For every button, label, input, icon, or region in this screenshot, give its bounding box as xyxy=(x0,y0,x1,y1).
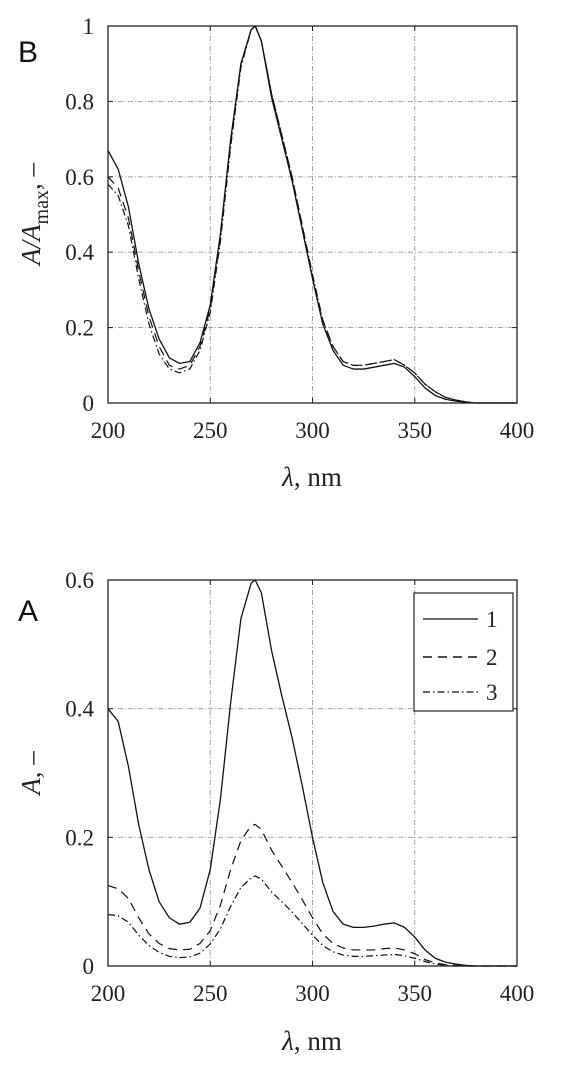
series-line-1 xyxy=(107,25,517,404)
panel-a-series xyxy=(107,579,517,967)
panel-a-ticks: 200 250 300 350 400 0 0.2 0.4 0.6 xyxy=(65,568,534,1006)
x-tick-label: 200 xyxy=(91,418,126,443)
legend-label-2: 2 xyxy=(486,645,498,670)
panel-a-xlabel: λ, nm xyxy=(281,1026,342,1056)
x-tick-label: 200 xyxy=(91,981,126,1006)
series-line-1 xyxy=(107,579,517,967)
y-tick-label: 0.2 xyxy=(65,825,94,850)
y-tick-label: 0.6 xyxy=(65,165,94,190)
panel-b-series xyxy=(107,25,517,404)
x-tick-label: 350 xyxy=(398,981,433,1006)
panel-b-xlabel: λ, nm xyxy=(281,462,342,492)
legend-label-3: 3 xyxy=(486,680,498,705)
panel-a-ylabel: A, – xyxy=(16,751,46,797)
series-line-2 xyxy=(107,823,517,967)
y-tick-label: 0.2 xyxy=(65,316,94,341)
legend-label-1: 1 xyxy=(486,607,498,632)
legend-box xyxy=(413,592,514,712)
x-tick-label: 400 xyxy=(500,981,535,1006)
panel-b-grid xyxy=(108,26,517,403)
x-tick-label: 250 xyxy=(193,981,228,1006)
panel-a-legend: 1 2 3 xyxy=(413,592,514,712)
series-line-2 xyxy=(107,25,517,404)
panel-b-ticks: 200 250 300 350 400 0 0.2 0.4 0.6 0.8 1 xyxy=(65,14,534,443)
panel-b-chart: 200 250 300 350 400 0 0.2 0.4 0.6 0.8 1 B λ, nm A/… xyxy=(16,14,534,492)
x-tick-label: 300 xyxy=(295,981,330,1006)
x-tick-label: 400 xyxy=(500,418,535,443)
panel-a-letter: A xyxy=(18,595,38,628)
y-tick-label: 0.4 xyxy=(65,240,94,265)
y-tick-label: 1 xyxy=(83,14,95,39)
y-tick-label: 0 xyxy=(83,954,95,979)
panel-b-ylabel: A/Amax, – xyxy=(16,163,53,267)
panel-b-letter: B xyxy=(18,36,38,69)
y-tick-label: 0.4 xyxy=(65,697,94,722)
y-tick-label: 0.8 xyxy=(65,89,94,114)
y-tick-label: 0.6 xyxy=(65,568,94,593)
x-tick-label: 350 xyxy=(398,418,433,443)
series-line-3 xyxy=(107,25,517,404)
y-tick-label: 0 xyxy=(83,391,95,416)
series-line-3 xyxy=(107,875,517,967)
x-tick-label: 300 xyxy=(295,418,330,443)
x-tick-label: 250 xyxy=(193,418,228,443)
